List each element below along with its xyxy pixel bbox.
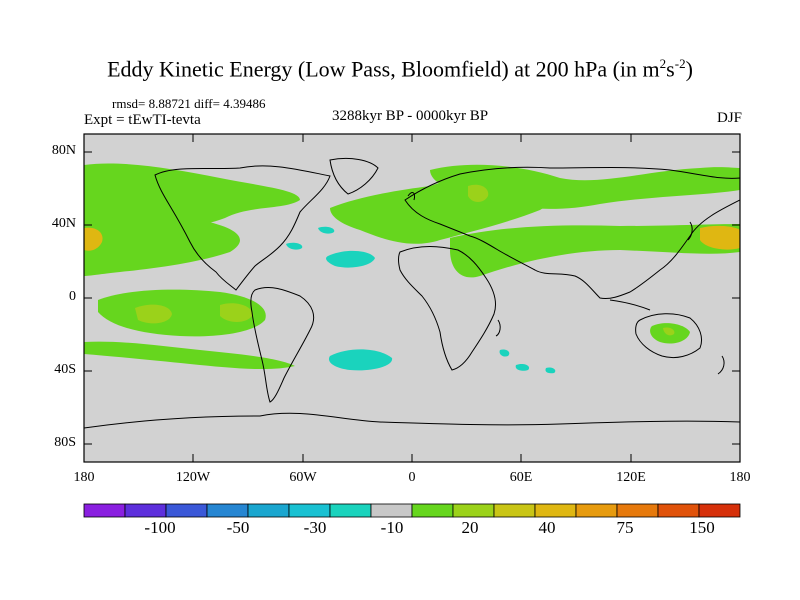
coastline-madagascar — [495, 319, 501, 337]
experiment-label: Expt = tEwTI-tevta — [84, 112, 201, 128]
colorbar-swatch — [698, 503, 741, 518]
colorbar-label: 40 — [538, 518, 556, 537]
positive-region-south-pacific — [84, 341, 295, 370]
coastline-north-america — [154, 165, 331, 291]
coastline-new-zealand — [717, 355, 725, 375]
positive-region-australia-core — [663, 327, 675, 336]
lat-label-0: 0 — [69, 289, 76, 304]
coastline-uk — [407, 192, 415, 201]
colorbar-swatch — [370, 503, 413, 518]
colorbar-swatch — [411, 503, 454, 518]
colorbar-swatch — [493, 503, 536, 518]
coastline-south-america — [250, 287, 315, 403]
lon-label-0: 0 — [408, 470, 416, 485]
negative-region-south-atlantic — [328, 349, 393, 371]
positive-region-tropical-pacific-core — [135, 304, 172, 324]
coastline-australia — [635, 313, 703, 359]
positive-region-asia-jet — [450, 224, 740, 278]
negative-region-indian-ocean-1 — [499, 349, 510, 357]
positive-region-asia-jet-core — [700, 225, 740, 250]
positive-region-tropical-east-pacific-core — [220, 303, 253, 322]
positive-region-eurasia — [430, 164, 740, 209]
colorbar-label: 75 — [616, 518, 634, 537]
lat-ticks — [84, 151, 740, 445]
positive-region-pacific-jet-core — [84, 227, 103, 251]
coastline-indonesia — [609, 299, 651, 311]
coastline-japan — [687, 221, 693, 241]
coastline-antarctica — [84, 412, 740, 429]
colorbar-label: -50 — [226, 518, 250, 537]
colorbar-swatch — [329, 503, 372, 518]
lat-label-80s: 80S — [54, 435, 76, 450]
colorbar-label: -10 — [380, 518, 404, 537]
lon-label-60e: 60E — [509, 470, 533, 485]
colorbar-swatch — [534, 503, 577, 518]
colorbar-label: 150 — [689, 518, 715, 537]
coastline-greenland — [329, 157, 379, 195]
colorbar-label: -30 — [303, 518, 327, 537]
coastline-eurasia — [404, 166, 740, 299]
colorbar-swatch — [657, 503, 700, 518]
lat-label-40s: 40S — [54, 362, 76, 377]
lon-label-180-right: 180 — [729, 470, 751, 485]
colorbar-swatch — [124, 503, 167, 518]
positive-region-north-pacific — [84, 163, 300, 260]
colorbar-swatch — [616, 503, 659, 518]
colorbar-label: 20 — [461, 518, 479, 537]
negative-region-indian-ocean-3 — [545, 367, 556, 374]
lon-label-120e: 120E — [616, 470, 646, 485]
colorbar-swatch — [452, 503, 495, 518]
stats-text: rmsd= 8.88721 diff= 4.39486 — [112, 96, 266, 111]
colorbar-swatch — [165, 503, 208, 518]
lon-label-180-left: 180 — [73, 470, 95, 485]
coastlines — [84, 157, 740, 429]
lat-label-40n: 40N — [51, 216, 76, 231]
colorbar-label: -100 — [144, 518, 176, 537]
positive-region-mid-latitude-band — [84, 215, 240, 276]
colorbar-swatch — [206, 503, 249, 518]
lon-label-120w: 120W — [175, 470, 211, 485]
colorbar — [83, 503, 741, 518]
colorbar-swatch — [83, 503, 126, 518]
positive-region-atlantic-core — [468, 184, 489, 202]
negative-region-west-atlantic — [286, 242, 303, 250]
plot-title: Eddy Kinetic Energy (Low Pass, Bloomfiel… — [107, 56, 693, 82]
coastline-africa — [398, 246, 497, 371]
colorbar-swatch — [288, 503, 331, 518]
period-label: 3288kyr BP - 0000kyr BP — [331, 108, 489, 124]
negative-region-central-atlantic — [326, 250, 375, 268]
season-label: DJF — [716, 110, 742, 126]
colorbar-swatch — [575, 503, 618, 518]
lon-ticks — [83, 134, 741, 462]
negative-region-indian-ocean-2 — [515, 363, 530, 371]
positive-region-tropical-pacific — [98, 289, 266, 337]
negative-region-north-atlantic-west — [318, 226, 335, 234]
lat-label-80n: 80N — [51, 143, 76, 158]
colorbar-swatch — [247, 503, 290, 518]
anomaly-field — [84, 157, 740, 429]
lon-label-60w: 60W — [289, 470, 317, 485]
